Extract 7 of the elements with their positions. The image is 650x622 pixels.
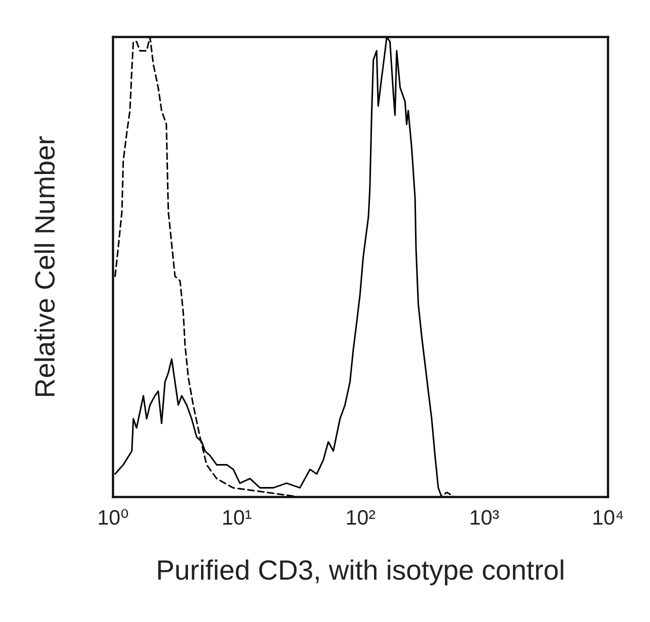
x-tick-label: 10⁴: [594, 510, 624, 525]
x-tick-label: 10³: [470, 510, 499, 525]
x-tick-label: 10¹: [223, 510, 252, 525]
x-tick-label: 10⁰: [98, 509, 128, 525]
x-tick-label: 10²: [347, 510, 376, 525]
y-axis-title: Relative Cell Number: [34, 136, 55, 396]
x-axis-title: Purified CD3, with isotype control: [158, 559, 564, 586]
